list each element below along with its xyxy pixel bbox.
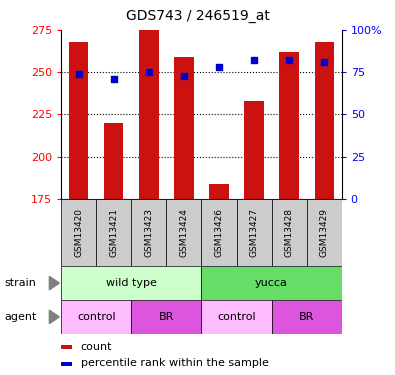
Point bbox=[111, 76, 117, 82]
Point bbox=[251, 57, 257, 63]
FancyBboxPatch shape bbox=[201, 300, 272, 334]
FancyBboxPatch shape bbox=[201, 199, 237, 266]
Text: agent: agent bbox=[4, 312, 36, 322]
Bar bbox=[209, 184, 229, 199]
Point bbox=[181, 73, 187, 79]
Bar bbox=[61, 345, 72, 349]
Polygon shape bbox=[49, 310, 59, 324]
FancyBboxPatch shape bbox=[61, 199, 96, 266]
FancyBboxPatch shape bbox=[272, 300, 342, 334]
FancyBboxPatch shape bbox=[61, 300, 131, 334]
Point bbox=[146, 69, 152, 75]
Text: yucca: yucca bbox=[255, 278, 288, 288]
Text: BR: BR bbox=[159, 312, 174, 322]
Bar bbox=[139, 30, 158, 199]
Bar bbox=[174, 57, 194, 199]
Text: GSM13421: GSM13421 bbox=[109, 208, 118, 257]
Bar bbox=[279, 52, 299, 199]
Bar bbox=[245, 101, 264, 199]
FancyBboxPatch shape bbox=[307, 199, 342, 266]
Text: GSM13424: GSM13424 bbox=[179, 208, 188, 257]
Point bbox=[216, 64, 222, 70]
FancyBboxPatch shape bbox=[272, 199, 307, 266]
FancyBboxPatch shape bbox=[131, 300, 201, 334]
Text: GSM13420: GSM13420 bbox=[74, 208, 83, 257]
FancyBboxPatch shape bbox=[237, 199, 272, 266]
Text: GSM13428: GSM13428 bbox=[284, 208, 293, 257]
FancyBboxPatch shape bbox=[61, 266, 201, 300]
Polygon shape bbox=[49, 276, 59, 290]
Bar bbox=[314, 42, 334, 199]
Bar bbox=[61, 362, 72, 366]
Text: strain: strain bbox=[4, 278, 36, 288]
Text: GSM13427: GSM13427 bbox=[250, 208, 259, 257]
FancyBboxPatch shape bbox=[201, 266, 342, 300]
Text: count: count bbox=[81, 342, 112, 351]
Text: GSM13429: GSM13429 bbox=[320, 208, 329, 257]
Point bbox=[321, 59, 327, 65]
Text: control: control bbox=[77, 312, 116, 322]
FancyBboxPatch shape bbox=[96, 199, 131, 266]
Bar bbox=[104, 123, 124, 199]
FancyBboxPatch shape bbox=[166, 199, 201, 266]
Text: percentile rank within the sample: percentile rank within the sample bbox=[81, 358, 269, 368]
Text: GDS743 / 246519_at: GDS743 / 246519_at bbox=[126, 9, 269, 23]
Text: control: control bbox=[217, 312, 256, 322]
Text: BR: BR bbox=[299, 312, 314, 322]
Text: GSM13426: GSM13426 bbox=[214, 208, 224, 257]
Point bbox=[286, 57, 292, 63]
FancyBboxPatch shape bbox=[131, 199, 166, 266]
Point bbox=[75, 71, 82, 77]
Bar bbox=[69, 42, 88, 199]
Text: wild type: wild type bbox=[106, 278, 157, 288]
Text: GSM13423: GSM13423 bbox=[144, 208, 153, 257]
